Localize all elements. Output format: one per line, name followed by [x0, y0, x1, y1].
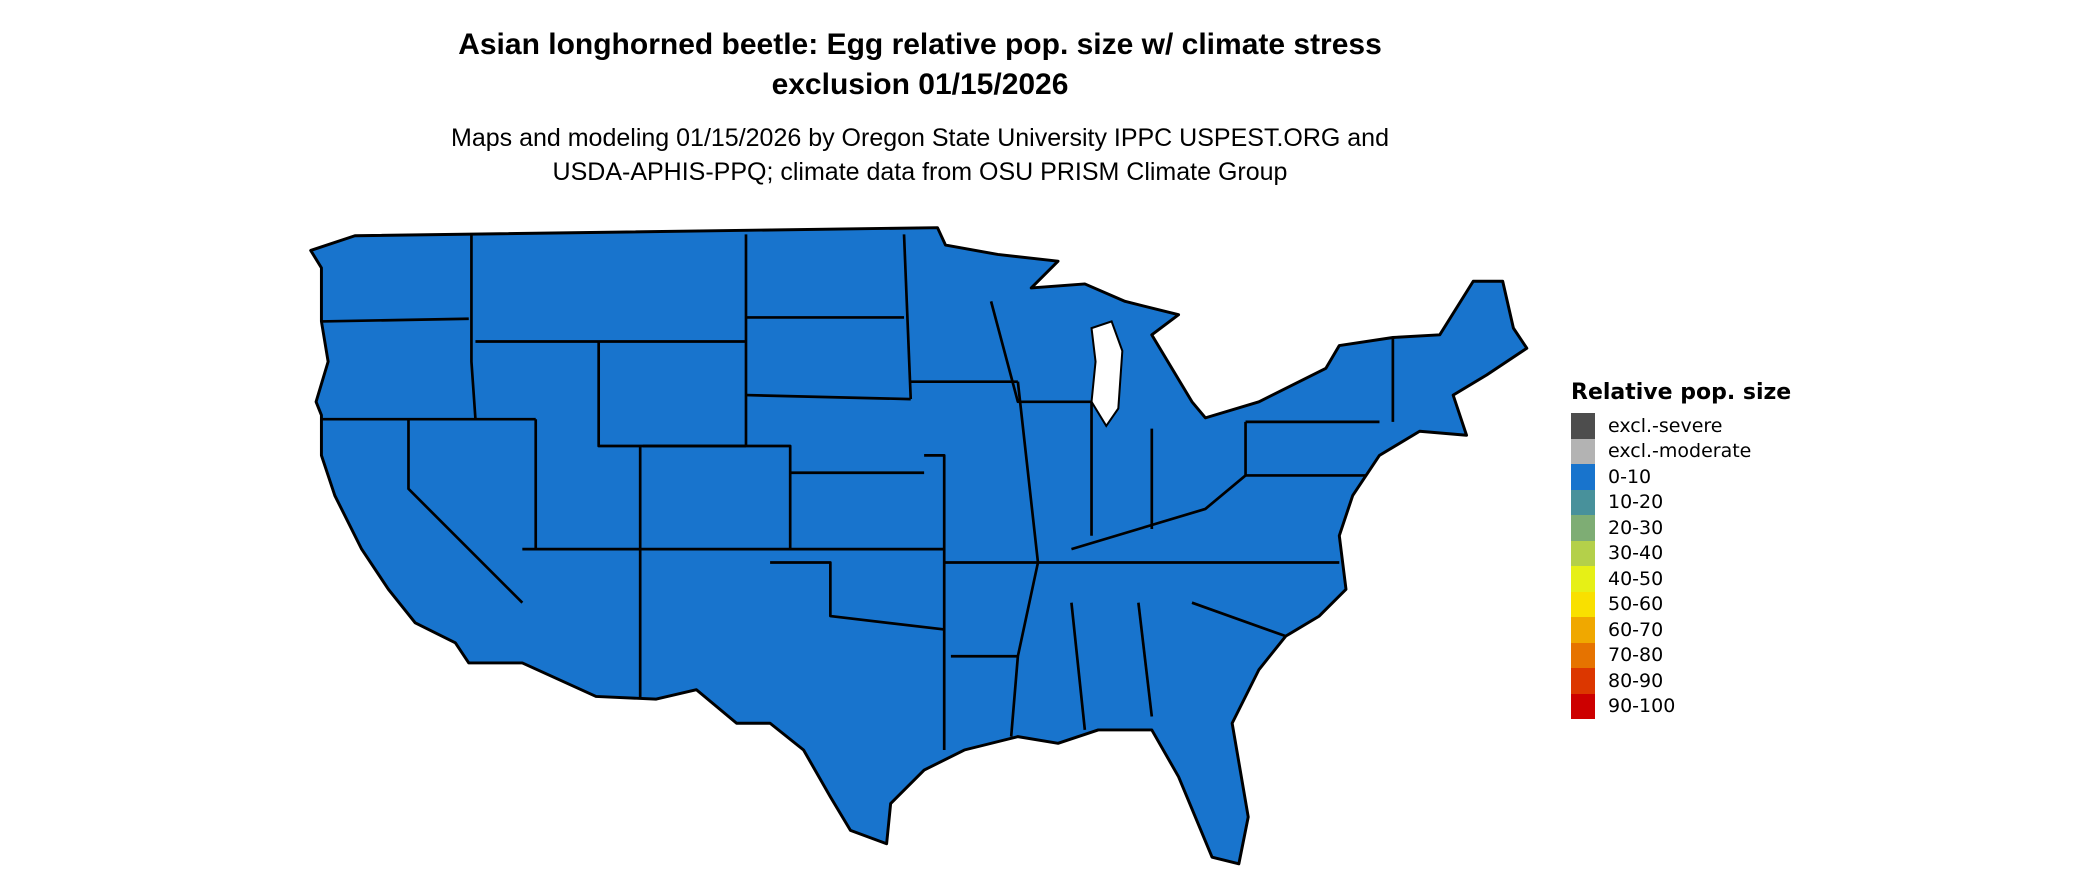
map-title: Asian longhorned beetle: Egg relative po… [458, 28, 1382, 61]
legend-item: 90-100 [1571, 693, 1791, 719]
legend-item: 50-60 [1571, 591, 1791, 617]
legend-label: 60-70 [1608, 618, 1664, 641]
legend: Relative pop. size excl.-severe excl.-mod… [1571, 380, 1791, 719]
legend-item: 0-10 [1571, 464, 1791, 490]
legend-swatch [1571, 617, 1595, 643]
legend-label: 0-10 [1608, 465, 1652, 488]
legend-swatch [1571, 668, 1595, 694]
legend-item: excl.-moderate [1571, 438, 1791, 464]
legend-swatch [1571, 693, 1595, 719]
legend-label: 40-50 [1608, 567, 1664, 590]
legend-title: Relative pop. size [1571, 380, 1792, 405]
legend-item: 70-80 [1571, 642, 1791, 668]
legend-swatch [1571, 413, 1595, 439]
state-borders [321, 234, 1395, 751]
legend-item: 20-30 [1571, 515, 1791, 541]
legend-label: 80-90 [1608, 669, 1664, 692]
legend-label: excl.-severe [1608, 414, 1723, 437]
legend-item: 80-90 [1571, 668, 1791, 694]
legend-swatch [1571, 438, 1595, 464]
map-title-line2: exclusion 01/15/2026 [771, 68, 1069, 101]
legend-label: 50-60 [1608, 593, 1664, 616]
legend-label: 30-40 [1608, 542, 1664, 565]
legend-item: 60-70 [1571, 617, 1791, 643]
legend-label: 70-80 [1608, 644, 1664, 667]
map-subtitle: Maps and modeling 01/15/2026 by Oregon S… [451, 124, 1389, 152]
legend-label: 90-100 [1608, 695, 1676, 718]
legend-item: 40-50 [1571, 566, 1791, 592]
conus-outline [309, 226, 1529, 866]
legend-label: 10-20 [1608, 491, 1664, 514]
legend-swatch [1571, 591, 1595, 617]
legend-swatch [1571, 540, 1595, 566]
legend-label: 20-30 [1608, 516, 1664, 539]
lake-michigan [1090, 320, 1124, 428]
legend-swatch [1571, 464, 1595, 490]
legend-label: excl.-moderate [1608, 440, 1752, 463]
legend-swatch [1571, 566, 1595, 592]
map-subtitle-line2: USDA-APHIS-PPQ; climate data from OSU PR… [552, 158, 1288, 186]
legend-item: 30-40 [1571, 540, 1791, 566]
legend-swatch [1571, 642, 1595, 668]
legend-item: excl.-severe [1571, 413, 1791, 439]
legend-item: 10-20 [1571, 489, 1791, 515]
legend-swatch [1571, 489, 1595, 515]
legend-swatch [1571, 515, 1595, 541]
